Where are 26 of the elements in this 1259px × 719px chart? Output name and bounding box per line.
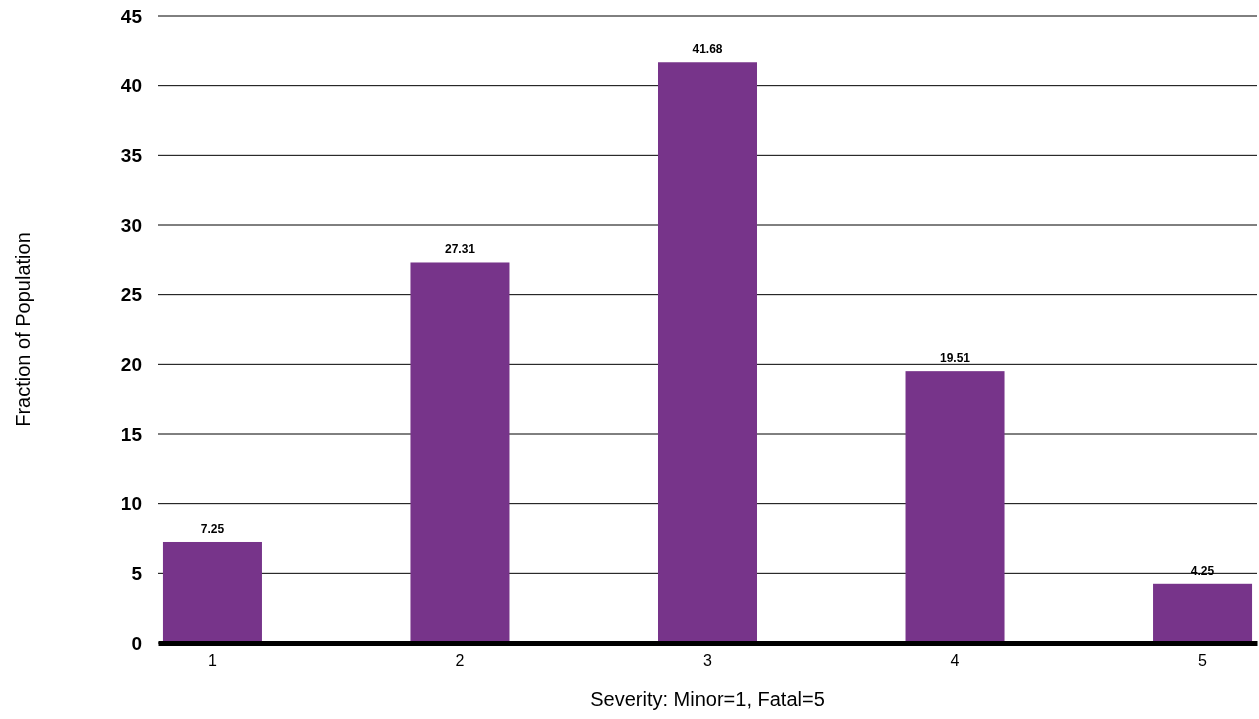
y-tick-label: 0 <box>131 632 142 654</box>
y-tick-label: 15 <box>120 423 143 445</box>
x-tick-label: 4 <box>950 652 960 670</box>
data-label: 7.25 <box>200 521 225 536</box>
bar <box>905 371 1005 643</box>
data-label: 27.31 <box>444 242 476 257</box>
x-tick-label: 2 <box>455 652 465 670</box>
x-tick-label: 5 <box>1198 652 1208 670</box>
bar <box>410 262 510 643</box>
bar <box>1153 583 1253 643</box>
y-tick-label: 20 <box>120 353 142 375</box>
y-tick-label: 30 <box>120 214 142 236</box>
bar <box>162 541 262 643</box>
y-tick-label: 40 <box>120 75 142 97</box>
y-tick-label: 35 <box>120 144 143 166</box>
x-tick-label: 1 <box>208 652 217 670</box>
y-tick-label: 45 <box>120 5 143 27</box>
x-tick-label: 3 <box>703 652 713 670</box>
data-label: 41.68 <box>692 42 723 57</box>
data-label: 19.51 <box>940 351 971 366</box>
y-tick-label: 5 <box>131 562 143 584</box>
y-axis-title: Fraction of Population <box>12 232 34 427</box>
bar <box>658 62 757 643</box>
y-tick-label: 25 <box>120 284 143 306</box>
x-axis-title: Severity: Minor=1, Fatal=5 <box>590 688 825 710</box>
y-tick-label: 10 <box>120 493 142 515</box>
